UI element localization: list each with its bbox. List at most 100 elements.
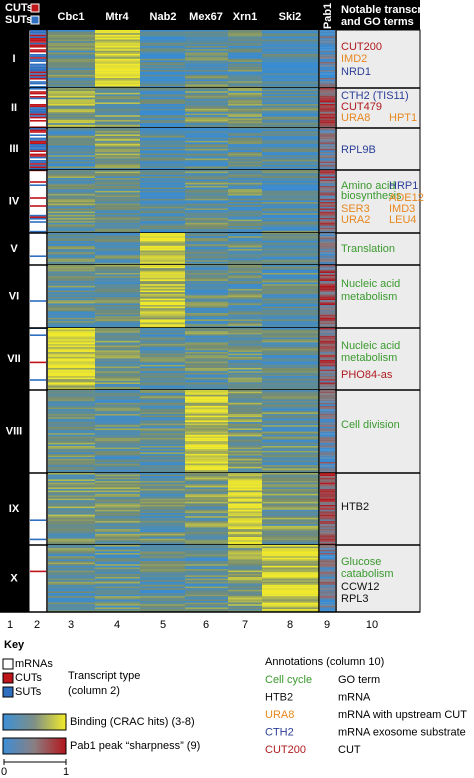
heat-row <box>140 123 185 125</box>
heat-row <box>262 533 319 536</box>
heat-row <box>185 352 228 354</box>
heat-row <box>262 428 319 431</box>
heat-row <box>48 602 95 605</box>
heat-row <box>262 578 319 581</box>
heat-row <box>228 65 262 67</box>
heat-row <box>140 233 185 235</box>
heat-row <box>185 497 228 499</box>
heat-row <box>185 583 228 586</box>
type-row <box>30 230 46 233</box>
heat-row <box>140 81 185 83</box>
heat-row <box>48 328 95 330</box>
heat-row <box>140 268 185 270</box>
heat-row <box>262 506 319 509</box>
heat-row <box>140 477 185 480</box>
heat-row <box>140 594 185 597</box>
heat-row <box>95 148 140 151</box>
note: HPT1 <box>389 112 417 124</box>
heat-row <box>48 438 95 440</box>
heat-row <box>185 474 228 477</box>
cluster-label: II <box>11 102 17 114</box>
heat-row <box>48 593 95 595</box>
heat-row <box>140 374 185 377</box>
heat-row <box>262 572 319 574</box>
heat-row <box>140 521 185 523</box>
heat-row <box>95 78 140 80</box>
type-row <box>30 70 46 72</box>
pab1-row <box>320 533 335 536</box>
pab1-row <box>320 284 335 286</box>
heat-row <box>228 250 262 253</box>
heat-row <box>48 97 95 100</box>
heat-row <box>262 322 319 325</box>
heat-row <box>262 202 319 204</box>
pab1-row <box>320 420 335 423</box>
heat-row <box>48 139 95 141</box>
pab1-row <box>320 578 335 581</box>
heat-row <box>140 540 185 542</box>
heat-row <box>262 145 319 148</box>
heat-row <box>228 573 262 576</box>
heat-row <box>228 281 262 283</box>
heat-row <box>140 355 185 357</box>
heat-row <box>140 30 185 32</box>
heat-row <box>95 145 140 148</box>
heat-row <box>48 34 95 37</box>
heat-row <box>185 525 228 528</box>
heat-row <box>48 284 95 286</box>
heat-row <box>185 434 228 437</box>
heat-row <box>262 182 319 185</box>
type-row <box>30 54 46 56</box>
pab1-row <box>320 241 335 243</box>
pab1-row <box>320 554 335 557</box>
heat-row <box>48 81 95 83</box>
heat-row <box>95 493 140 496</box>
heat-row <box>262 500 319 502</box>
pab1-row <box>320 601 335 603</box>
heat-row <box>95 284 140 286</box>
type-row <box>30 160 46 162</box>
heat-row <box>262 449 319 451</box>
heat-row <box>95 166 140 169</box>
column-header: Ski2 <box>279 11 302 23</box>
type-row <box>30 140 46 143</box>
heat-row <box>185 319 228 322</box>
heat-row <box>48 575 95 578</box>
heat-row <box>228 244 262 246</box>
pab1-row <box>320 187 335 190</box>
heat-row <box>185 314 228 317</box>
column-number: 7 <box>242 619 248 631</box>
heat-row <box>228 348 262 351</box>
heat-row <box>140 174 185 177</box>
heat-row <box>140 309 185 312</box>
heat-row <box>48 390 95 392</box>
heat-row <box>95 457 140 459</box>
pab1-row <box>320 78 335 80</box>
heat-row <box>228 347 262 349</box>
heat-row <box>95 596 140 598</box>
heat-row <box>185 372 228 375</box>
heat-row <box>262 481 319 483</box>
pab1-row <box>320 410 335 413</box>
heat-row <box>228 328 262 330</box>
heat-row <box>262 452 319 455</box>
heat-row <box>262 116 319 119</box>
heat-row <box>48 345 95 348</box>
heat-row <box>48 91 95 93</box>
heat-row <box>48 342 95 345</box>
heat-row <box>140 292 185 294</box>
pab1-row <box>320 415 335 418</box>
note: SER3 <box>341 203 370 215</box>
heat-row <box>140 561 185 563</box>
heat-row <box>262 173 319 175</box>
heat-row <box>95 371 140 373</box>
pab1-row <box>320 452 335 455</box>
heat-row <box>228 379 262 381</box>
heat-row <box>228 372 262 375</box>
heat-row <box>48 356 95 359</box>
heat-row <box>95 160 140 162</box>
heat-row <box>185 200 228 203</box>
heat-row <box>228 295 262 298</box>
heat-row <box>140 345 185 348</box>
heat-row <box>48 113 95 116</box>
